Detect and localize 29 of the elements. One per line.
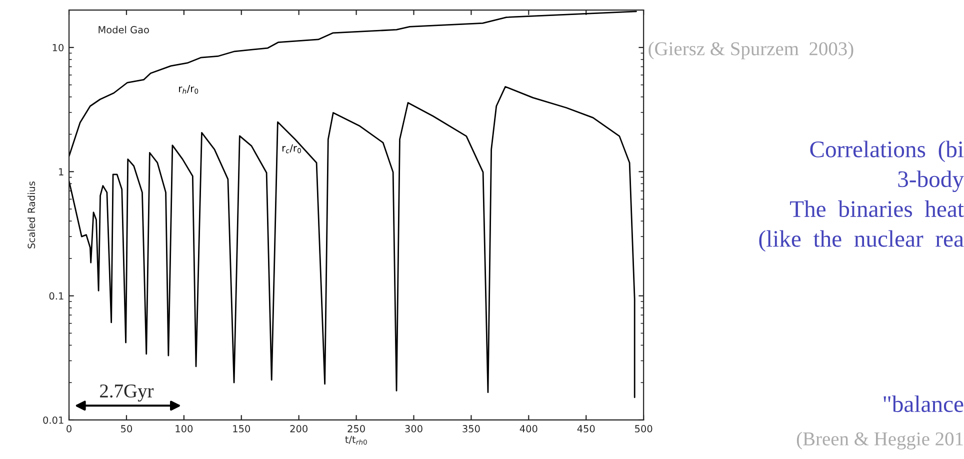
text: (Breen & Heggie 201 <box>796 432 963 450</box>
text: Correlations (bi <box>810 140 964 162</box>
text: The binaries heat <box>790 200 964 218</box>
x-tick-label: 400 <box>520 425 538 432</box>
x-tick-label: 0 <box>66 425 72 432</box>
x-tick-label: 300 <box>405 425 422 432</box>
x-tick-label: 500 <box>635 425 652 432</box>
x-tick-label: 100 <box>176 425 193 432</box>
x-tick-label: 350 <box>462 425 480 432</box>
x-tick-label: 50 <box>121 425 132 432</box>
x-tick-label: 250 <box>348 425 365 432</box>
annotation: Model Gao <box>98 26 149 34</box>
text: r$_{h}$/r$_{0}$ <box>179 84 198 94</box>
annotation: 2.7Gyr <box>100 384 154 402</box>
x-tick-label: 450 <box>577 425 595 432</box>
y-tick-label: 1 <box>59 168 64 176</box>
x-axis-title: t/t$_{rh0}$ <box>345 436 367 445</box>
text: (like the nuclear rea <box>759 230 964 252</box>
y-tick-label: 10 <box>52 44 64 52</box>
y-axis-title: Scaled Radius <box>28 182 36 248</box>
x-tick-label: 150 <box>233 425 250 432</box>
y-tick-label: 0.1 <box>49 292 64 300</box>
series-label: r$_{c}$/r$_{0}$ <box>282 144 301 154</box>
text: 3-body <box>898 170 964 192</box>
x-tick-label: 200 <box>290 425 308 432</box>
text: "balance <box>884 396 964 412</box>
text: (Giersz & Spurzem 2003) <box>648 42 854 60</box>
line-series <box>69 10 637 157</box>
y-tick-label: 0.01 <box>43 416 64 424</box>
